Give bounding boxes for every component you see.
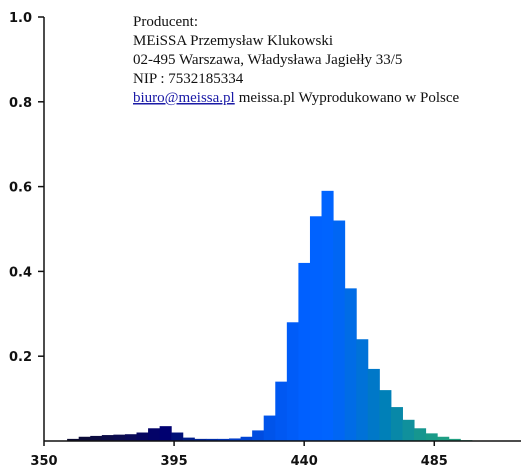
y-tick-label: 0.2	[9, 350, 32, 365]
annotation-line: biuro@meissa.pl meissa.pl Wyprodukowano w…	[133, 90, 460, 106]
spectrum-bar	[298, 262, 311, 441]
spectrum-bar	[275, 381, 288, 441]
spectrum-bar	[367, 368, 380, 441]
annotation-line: 02-495 Warszawa, Władysława Jagiełły 33/…	[133, 52, 402, 68]
spectrum-bar	[333, 220, 346, 441]
spectrum-bar	[309, 216, 323, 441]
annotation-line: NIP : 7532185334	[133, 71, 244, 87]
spectrum-bar	[205, 438, 218, 441]
x-tick-label: 350	[30, 454, 57, 468]
y-tick-label: 0.6	[9, 181, 32, 196]
spectrum-bar	[171, 432, 184, 441]
spectrum-bar	[425, 433, 438, 441]
spectrum-bar	[252, 430, 265, 441]
x-tick-label: 485	[421, 454, 448, 468]
spectrum-bar	[240, 436, 253, 441]
annotation-line: MEiSSA Przemysław Klukowski	[133, 33, 333, 49]
spectrum-bar	[390, 407, 403, 441]
spectrum-bar	[101, 435, 114, 441]
spectrum-bar	[136, 432, 149, 441]
y-tick-label: 0.4	[9, 265, 32, 280]
spectrum-bar	[286, 322, 299, 441]
spectrum-bar	[414, 428, 427, 441]
spectrum-bar	[182, 437, 195, 441]
x-tick-label: 440	[291, 454, 318, 468]
spectrum-bar	[448, 438, 461, 441]
y-tick-label: 0.8	[9, 96, 32, 111]
spectrum-bar	[379, 390, 392, 441]
spectrum-bar	[402, 419, 415, 441]
spectrum-bar	[194, 438, 207, 441]
spectrum-bar	[229, 438, 242, 441]
spectrum-bar	[159, 426, 172, 441]
spectrum-bar	[263, 415, 276, 441]
y-tick-label: 1.0	[9, 11, 32, 26]
spectrum-bar	[90, 435, 103, 441]
spectrum-bar	[217, 438, 230, 441]
spectrum-bar	[344, 288, 357, 441]
spectrum-bar	[356, 339, 369, 441]
annotation-text: meissa.pl Wyprodukowano w Polsce	[239, 90, 460, 106]
spectrum-bar	[437, 436, 450, 441]
spectrum-bar	[113, 434, 126, 441]
spectrum-bar	[78, 436, 91, 441]
spectrum-bar	[321, 190, 334, 441]
spectrum-bar	[124, 434, 138, 441]
annotation-line: Producent:	[133, 14, 198, 30]
x-tick-label: 395	[161, 454, 188, 468]
spectrum-bar	[67, 438, 80, 441]
spectrum-bar	[148, 428, 161, 441]
email-link[interactable]: biuro@meissa.pl	[133, 90, 235, 106]
